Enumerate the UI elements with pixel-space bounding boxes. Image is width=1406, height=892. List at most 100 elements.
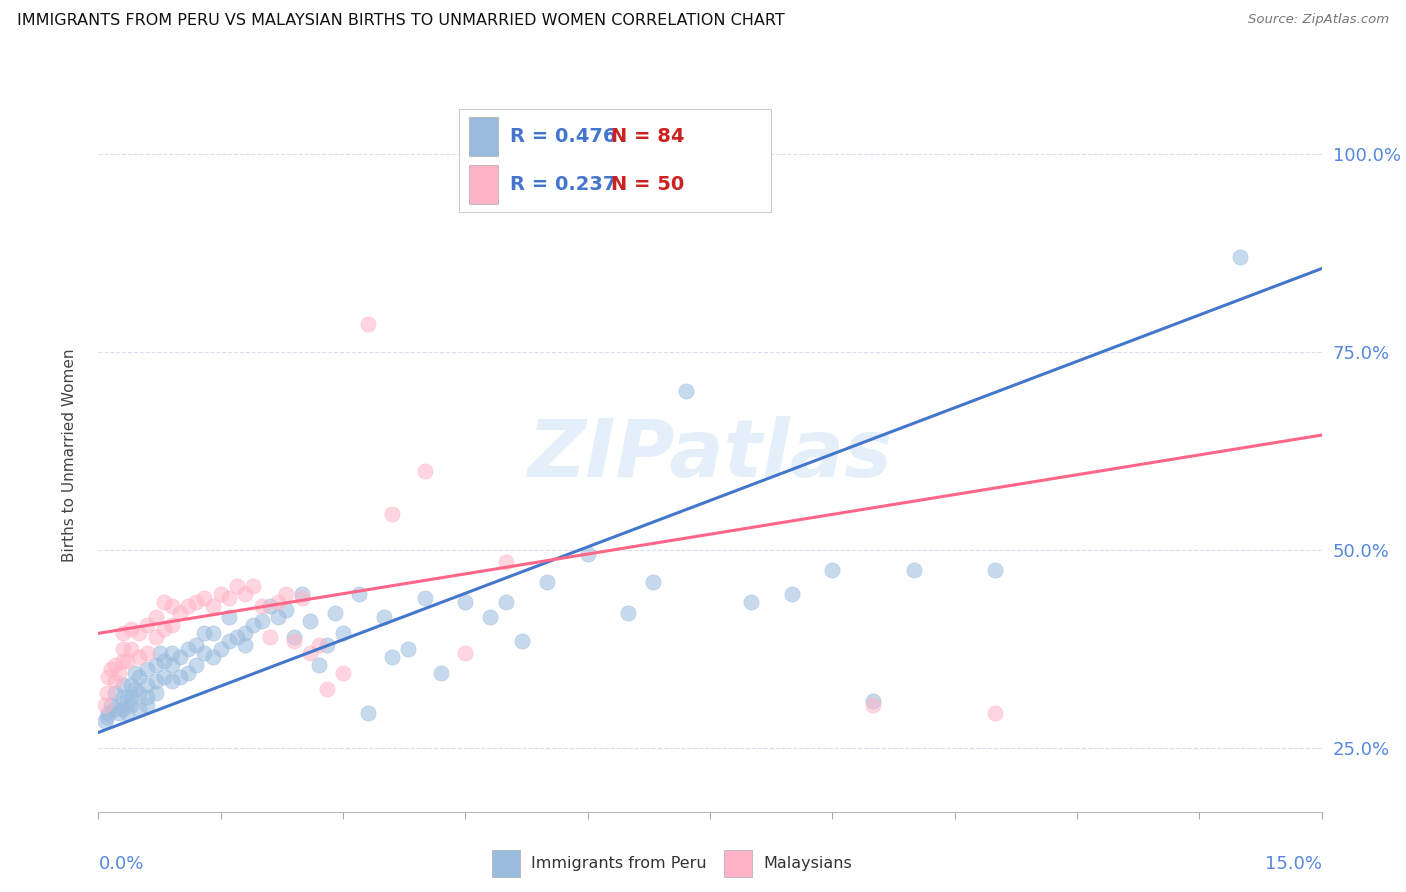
Point: [315, 638, 337, 652]
Point: [242, 618, 264, 632]
Point: [308, 638, 330, 652]
Point: [373, 610, 395, 624]
Point: [218, 610, 240, 624]
Text: 15.0%: 15.0%: [1264, 855, 1322, 873]
Point: [128, 650, 150, 665]
Point: [186, 594, 208, 608]
Point: [495, 555, 517, 569]
Point: [169, 670, 191, 684]
Point: [96, 709, 118, 723]
Point: [120, 690, 142, 704]
Point: [259, 599, 281, 613]
Point: [495, 594, 517, 608]
Point: [332, 665, 354, 680]
Point: [128, 701, 150, 715]
Point: [115, 654, 138, 668]
Point: [356, 317, 378, 331]
Point: [675, 384, 697, 399]
Point: [641, 574, 664, 589]
Point: [780, 587, 803, 601]
Point: [115, 706, 138, 720]
Point: [283, 634, 305, 648]
Point: [233, 626, 256, 640]
Point: [193, 646, 215, 660]
Point: [299, 615, 322, 629]
Point: [136, 698, 159, 712]
Point: [97, 706, 120, 720]
Point: [120, 623, 142, 637]
Point: [111, 626, 134, 640]
Point: [218, 591, 240, 605]
Point: [111, 701, 134, 715]
Text: Source: ZipAtlas.com: Source: ZipAtlas.com: [1249, 13, 1389, 27]
Point: [96, 686, 118, 700]
Point: [193, 626, 215, 640]
Point: [111, 678, 134, 692]
Point: [283, 630, 305, 644]
Point: [136, 678, 159, 692]
Point: [152, 623, 174, 637]
Point: [984, 563, 1007, 577]
Text: N = 84: N = 84: [610, 128, 685, 146]
Point: [145, 630, 167, 644]
Point: [267, 594, 290, 608]
Point: [478, 610, 501, 624]
Point: [124, 665, 146, 680]
Point: [128, 670, 150, 684]
Point: [274, 587, 297, 601]
Point: [233, 638, 256, 652]
Point: [145, 610, 167, 624]
Point: [177, 599, 200, 613]
Point: [100, 698, 122, 712]
Point: [396, 642, 419, 657]
Point: [862, 698, 884, 712]
Point: [903, 563, 925, 577]
Point: [169, 650, 191, 665]
Point: [186, 638, 208, 652]
Point: [299, 646, 322, 660]
Point: [226, 630, 249, 644]
Point: [250, 615, 273, 629]
Point: [218, 634, 240, 648]
Point: [104, 658, 127, 673]
Point: [454, 646, 477, 660]
Point: [169, 607, 191, 621]
Point: [104, 686, 127, 700]
Text: ZIPatlas: ZIPatlas: [527, 416, 893, 494]
Point: [136, 662, 159, 676]
Point: [136, 690, 159, 704]
Point: [193, 591, 215, 605]
Point: [617, 607, 640, 621]
Point: [984, 706, 1007, 720]
Point: [430, 665, 453, 680]
Point: [128, 686, 150, 700]
Point: [160, 618, 183, 632]
Point: [177, 642, 200, 657]
Point: [259, 630, 281, 644]
Point: [250, 599, 273, 613]
Point: [97, 670, 120, 684]
Point: [323, 607, 346, 621]
Point: [291, 587, 314, 601]
Point: [120, 678, 142, 692]
Point: [740, 594, 762, 608]
Point: [145, 658, 167, 673]
Point: [111, 642, 134, 657]
Point: [413, 591, 436, 605]
Point: [332, 626, 354, 640]
Y-axis label: Births to Unmarried Women: Births to Unmarried Women: [62, 348, 77, 562]
Point: [120, 642, 142, 657]
Point: [145, 673, 167, 688]
Point: [356, 706, 378, 720]
Point: [104, 673, 127, 688]
Point: [291, 591, 314, 605]
Point: [413, 464, 436, 478]
Point: [536, 574, 558, 589]
Text: IMMIGRANTS FROM PERU VS MALAYSIAN BIRTHS TO UNMARRIED WOMEN CORRELATION CHART: IMMIGRANTS FROM PERU VS MALAYSIAN BIRTHS…: [17, 13, 785, 29]
Point: [145, 686, 167, 700]
Point: [149, 646, 172, 660]
Point: [160, 658, 183, 673]
Text: Immigrants from Peru: Immigrants from Peru: [531, 856, 707, 871]
Point: [124, 681, 146, 696]
Point: [152, 654, 174, 668]
